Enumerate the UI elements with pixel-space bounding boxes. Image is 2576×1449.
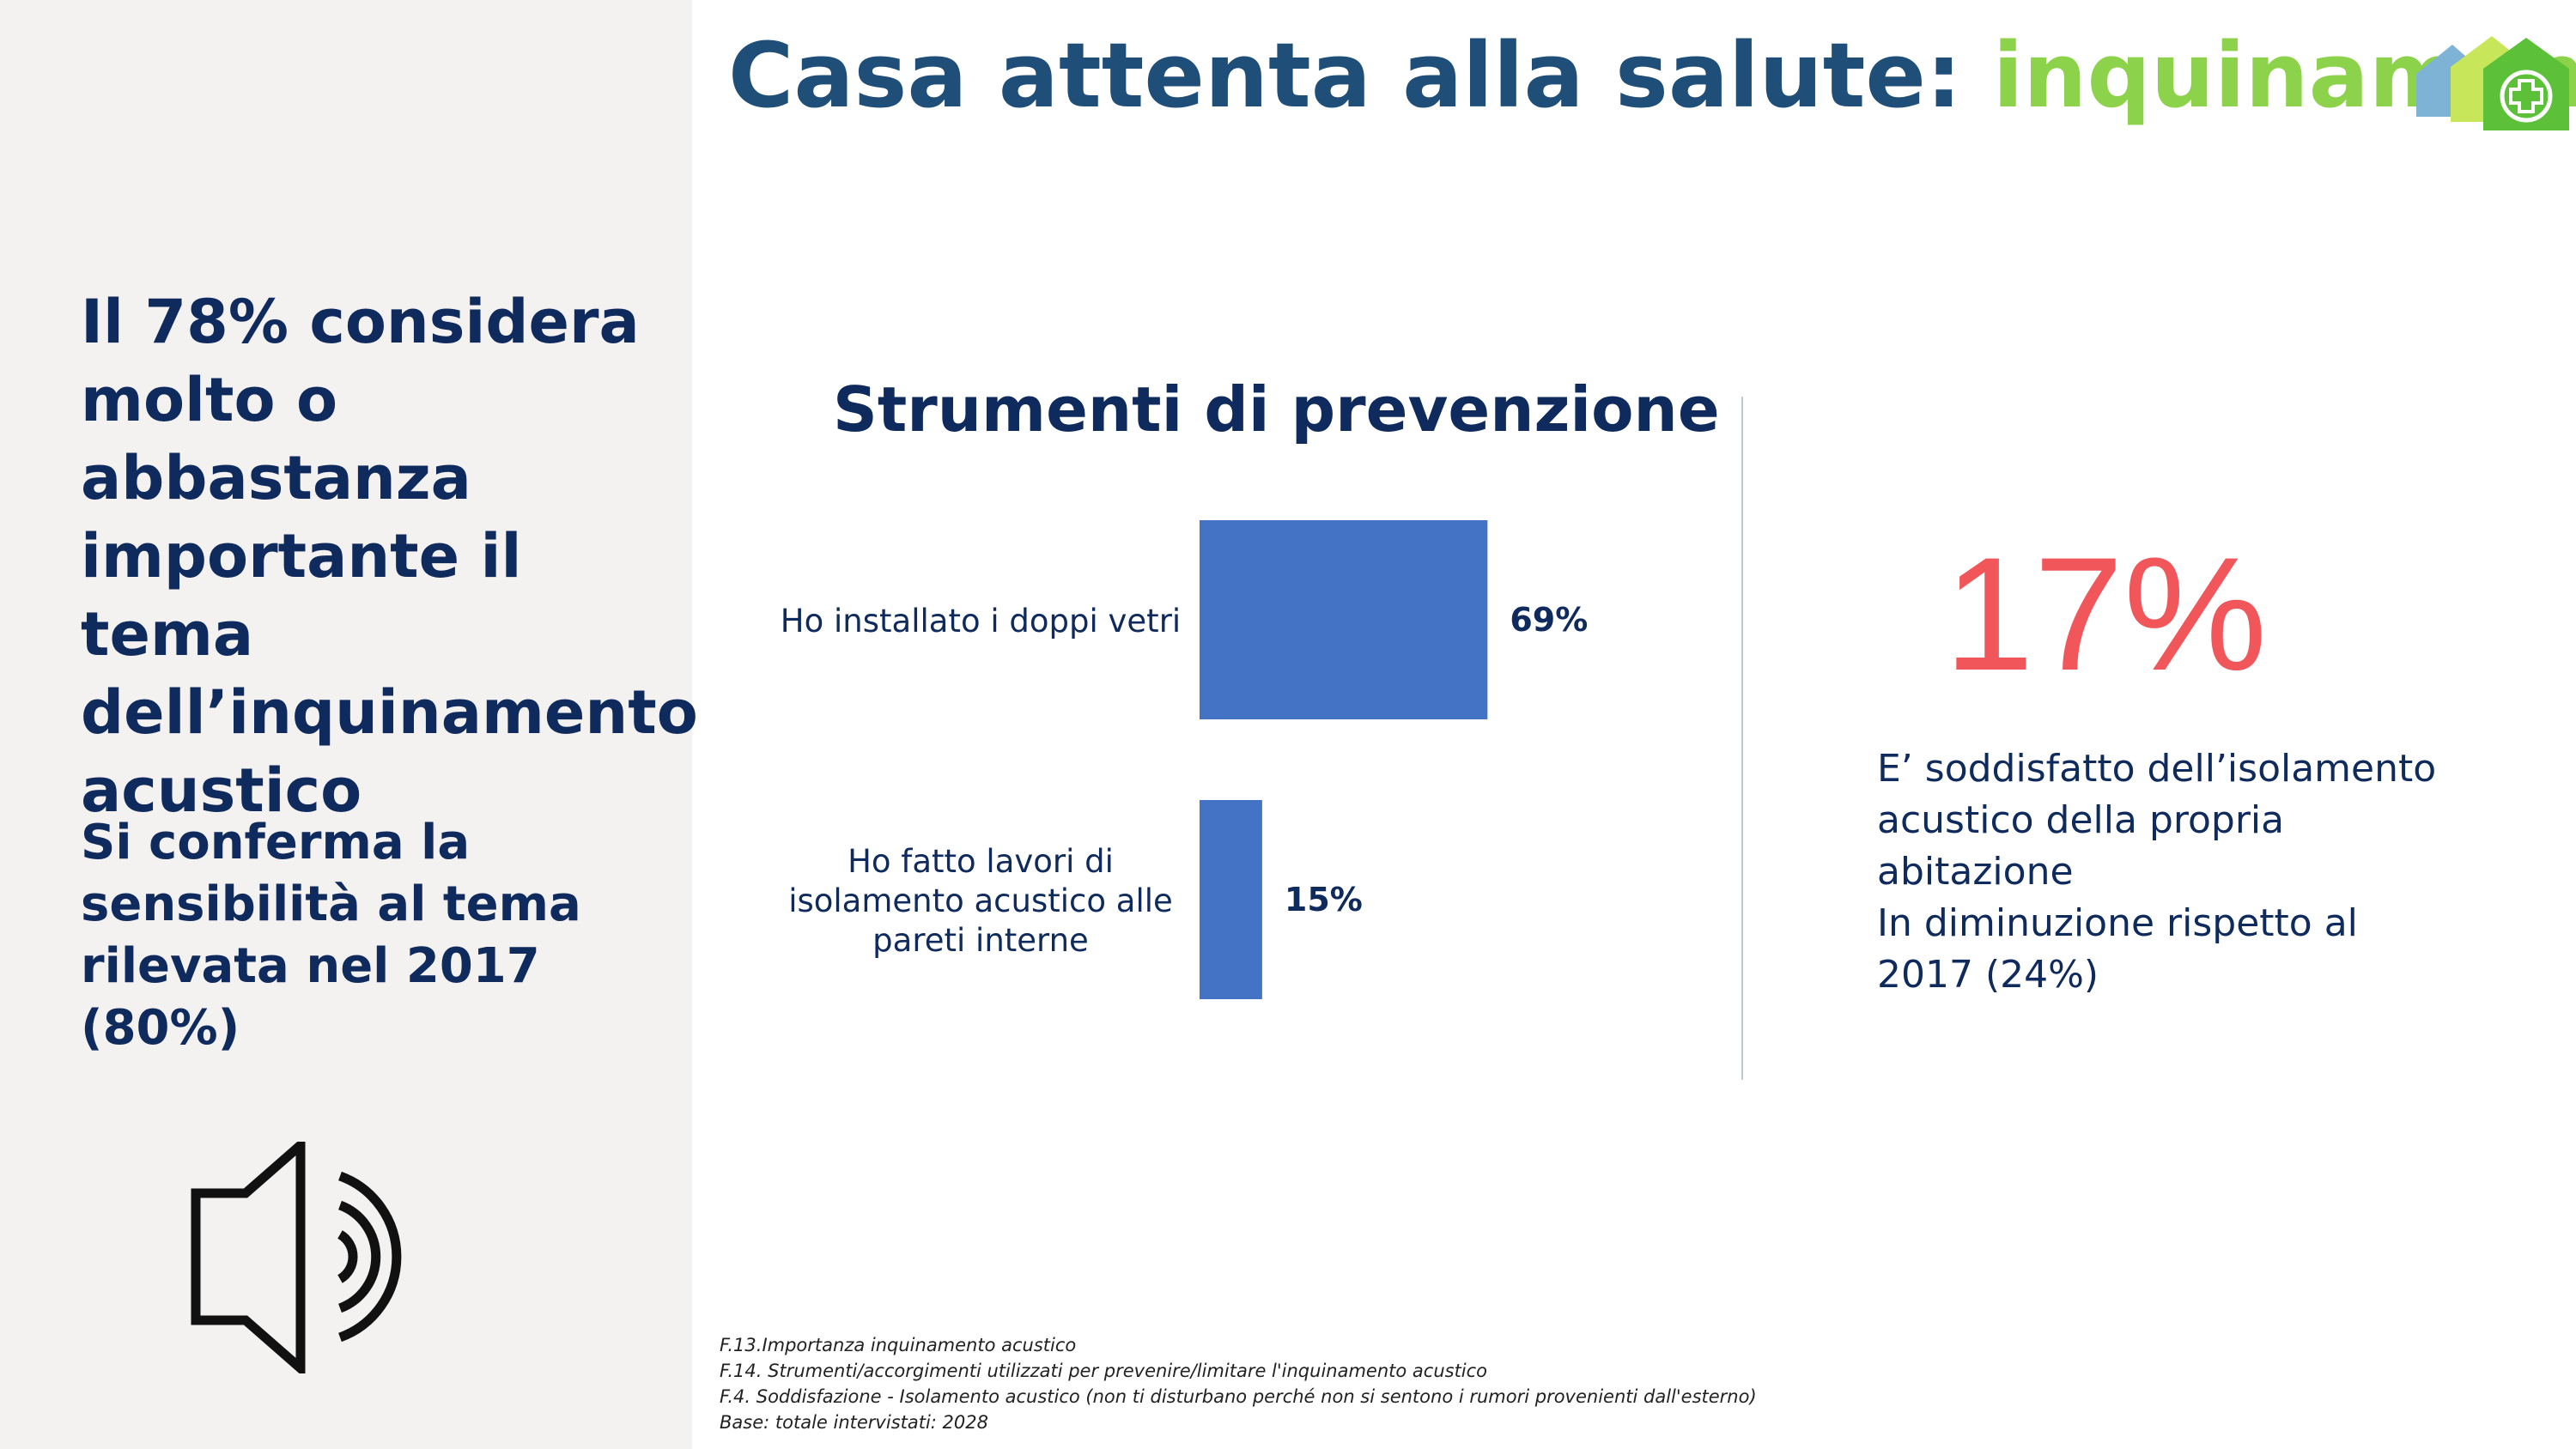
bar <box>1200 520 1488 719</box>
footnote: F.13.Importanza inquinamento acustico <box>720 1335 1077 1355</box>
vertical-divider <box>1741 397 1743 1080</box>
category-label-line: isolamento acustico alle <box>788 882 1173 919</box>
health-house-logo-icon <box>2416 36 2569 130</box>
category-label-line: Ho fatto lavori di <box>848 843 1114 880</box>
bar <box>1200 800 1262 999</box>
satisfaction-stat-description: E’ soddisfatto dell’isolamento acustico … <box>1877 743 2495 1001</box>
bar-value-label: 15% <box>1285 881 1363 919</box>
bar-value-label: 69% <box>1510 601 1588 639</box>
stat-line: acustico della propria <box>1877 798 2285 842</box>
category-label: Ho fatto lavori di isolamento acustico al… <box>788 843 1173 959</box>
category-label-line: Ho installato i doppi vetri <box>781 603 1181 640</box>
speaker-sound-icon <box>191 1142 402 1373</box>
chart-title: Strumenti di prevenzione <box>833 373 1720 446</box>
category-label-line: pareti interne <box>872 922 1089 959</box>
satisfaction-stat-value: 17% <box>1944 524 2268 704</box>
category-label: Ho installato i doppi vetri <box>781 603 1181 640</box>
stat-line: 2017 (24%) <box>1877 953 2099 997</box>
footnote: F.4. Soddisfazione - Isolamento acustico… <box>720 1386 1757 1407</box>
footnote: F.14. Strumenti/accorgimenti utilizzati … <box>720 1361 1488 1381</box>
footnote: Base: totale intervistati: 2028 <box>720 1412 989 1433</box>
left-panel: Il 78% considera molto o abbastanza impo… <box>0 0 698 1449</box>
footnotes: F.13.Importanza inquinamento acustico F.… <box>720 1332 1757 1435</box>
stat-line: In diminuzione rispetto al <box>1877 901 2358 945</box>
bar-chart: 69% Ho installato i doppi vetri 15% Ho fatt… <box>781 520 1588 999</box>
stat-line: E’ soddisfatto dell’isolamento <box>1877 747 2437 791</box>
page-title-main: Casa attenta alla salute: <box>728 23 1962 128</box>
stat-line: abitazione <box>1877 850 2074 894</box>
headline-text: Il 78% considera molto o abbastanza impo… <box>81 287 698 826</box>
subline-text: Si conferma la sensibilità al tema rilev… <box>81 815 581 1056</box>
page-title: Casa attenta alla salute: inquinamento <box>728 24 2576 127</box>
